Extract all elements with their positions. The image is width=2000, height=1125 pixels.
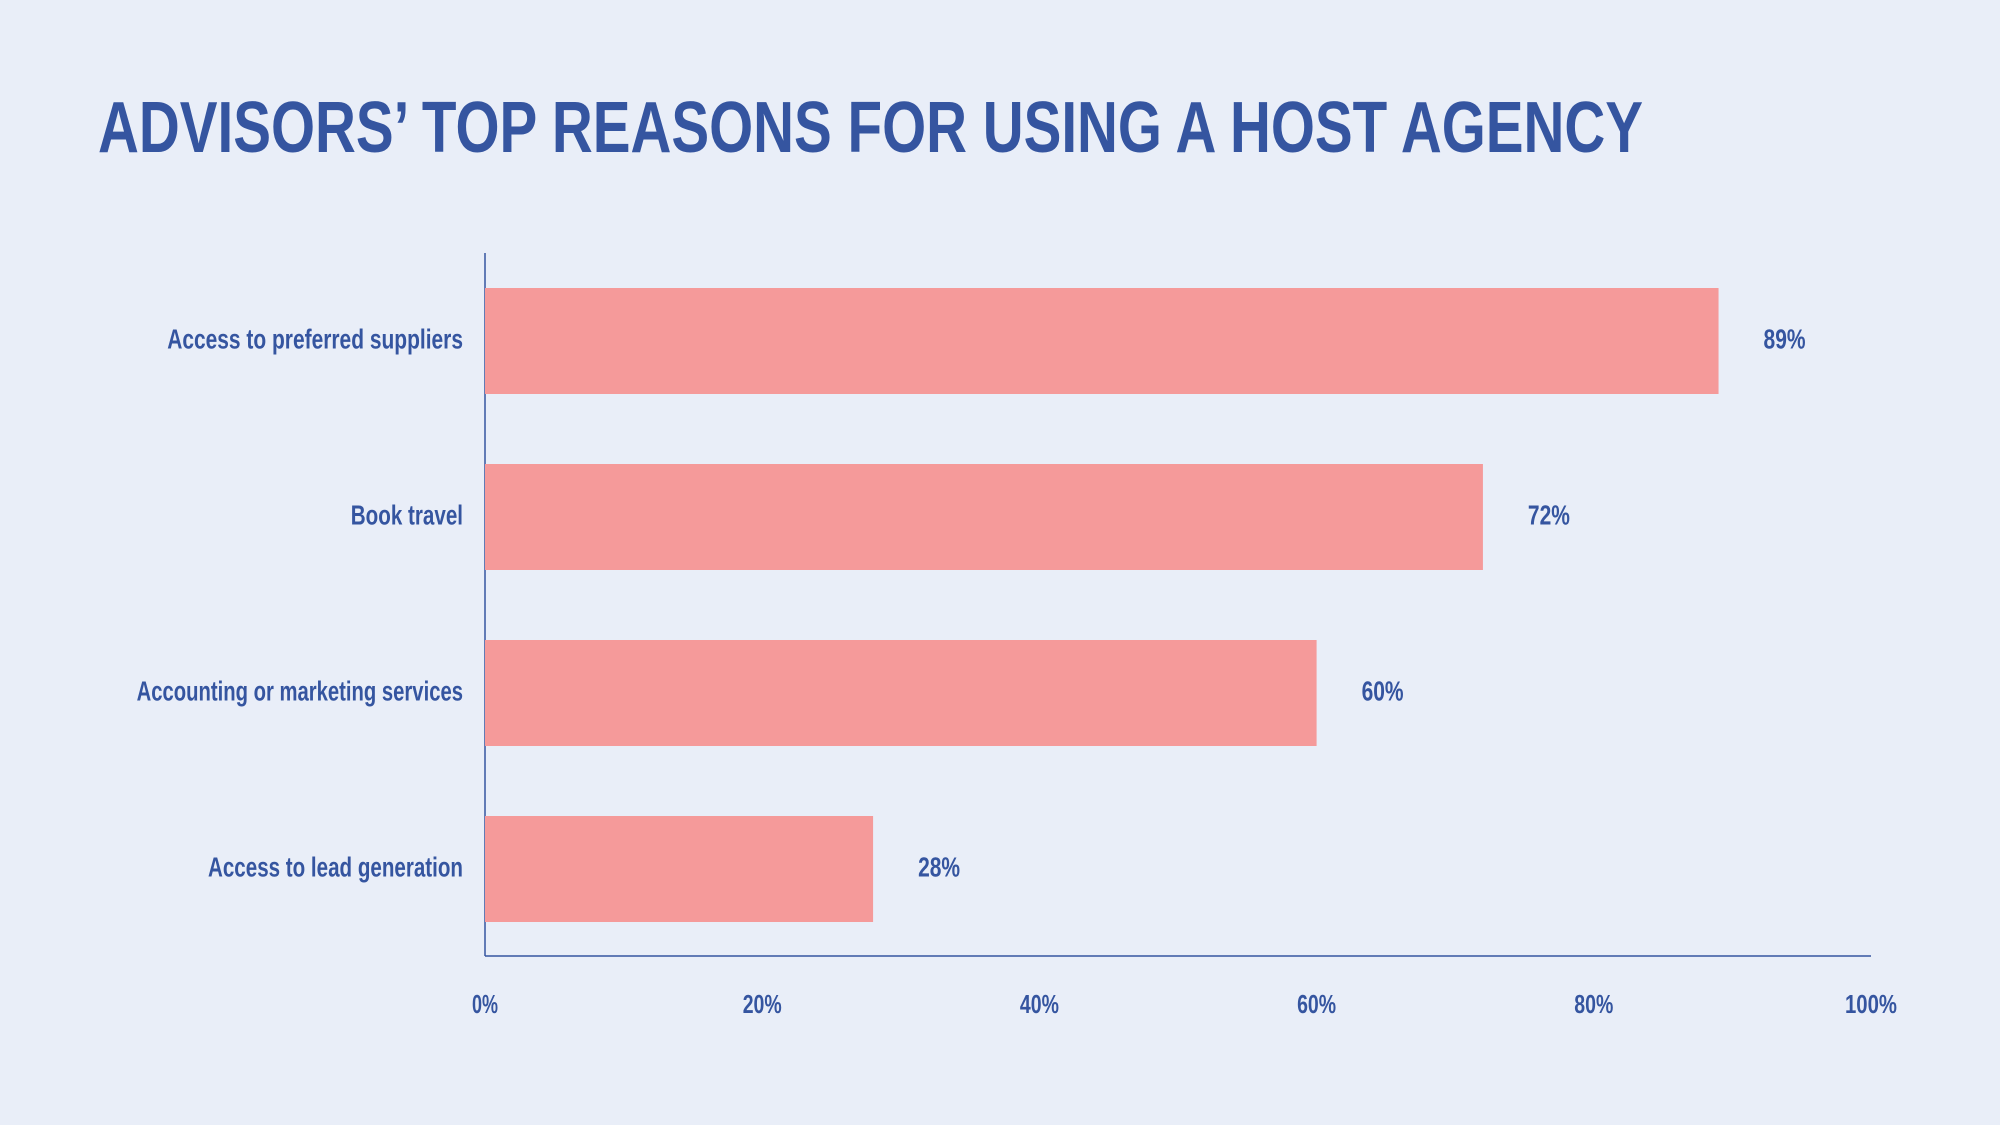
bar — [485, 464, 1483, 570]
x-tick-label: 40% — [1020, 989, 1059, 1019]
value-label: 72% — [1528, 499, 1570, 530]
bar — [485, 816, 874, 922]
x-tick-label: 80% — [1574, 989, 1613, 1019]
y-tick-label: Access to lead generation — [208, 851, 463, 882]
value-label: 89% — [1764, 323, 1806, 354]
x-tick-label: 0% — [472, 989, 498, 1019]
y-tick-label: Accounting or marketing services — [137, 675, 463, 706]
x-tick-label: 100% — [1845, 989, 1897, 1019]
y-tick-label: Access to preferred suppliers — [167, 323, 463, 354]
x-tick-label: 60% — [1297, 989, 1336, 1019]
bar — [485, 288, 1719, 394]
x-tick-label: 20% — [743, 989, 782, 1019]
value-label: 60% — [1362, 675, 1404, 706]
chart-title: ADVISORS’ TOP REASONS FOR USING A HOST A… — [98, 88, 1643, 168]
bar — [485, 640, 1317, 746]
value-label: 28% — [918, 851, 960, 882]
y-tick-label: Book travel — [351, 499, 463, 530]
